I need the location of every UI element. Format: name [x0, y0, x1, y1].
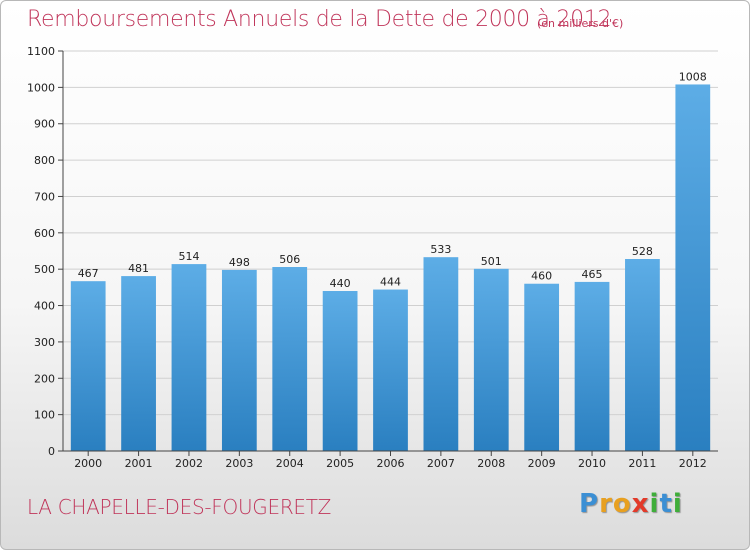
x-tick-label-2008: 2008 — [477, 457, 505, 470]
x-tick-label-2010: 2010 — [578, 457, 606, 470]
data-label-2006: 444 — [380, 276, 401, 289]
bar-2009 — [524, 283, 560, 451]
x-tick-label-2009: 2009 — [528, 457, 556, 470]
chart-title: Remboursements Annuels de la Dette de 20… — [27, 7, 612, 32]
bar-2003 — [221, 269, 257, 451]
data-label-2009: 460 — [531, 270, 552, 283]
bar-2010 — [574, 281, 610, 451]
x-tick-label-2012: 2012 — [679, 457, 707, 470]
x-tick-label-2007: 2007 — [427, 457, 455, 470]
x-tick-label-2005: 2005 — [326, 457, 354, 470]
data-label-2007: 533 — [430, 243, 451, 256]
logo-letter: i — [672, 489, 683, 519]
bar-2006 — [373, 289, 408, 451]
bar-2005 — [322, 291, 358, 451]
x-tick-label-2002: 2002 — [175, 457, 203, 470]
logo-letter: i — [649, 489, 660, 519]
y-tick-label: 200 — [34, 372, 55, 385]
data-label-2001: 481 — [128, 262, 149, 275]
y-tick-label: 1100 — [27, 45, 55, 58]
bar-2002 — [171, 264, 207, 451]
bar-2008 — [473, 268, 509, 451]
y-tick-label: 700 — [34, 190, 55, 203]
data-label-2012: 1008 — [679, 70, 707, 83]
data-label-2003: 498 — [229, 256, 250, 269]
logo-letter: r — [599, 489, 613, 519]
data-label-2005: 440 — [330, 277, 351, 290]
bar-2011 — [625, 259, 660, 451]
data-label-2000: 467 — [78, 267, 99, 280]
logo-letter: t — [659, 489, 673, 519]
bar-2007 — [423, 257, 459, 451]
logo-letter: o — [612, 489, 632, 519]
y-tick-label: 0 — [48, 445, 55, 458]
y-tick-label: 1000 — [27, 81, 55, 94]
chart-subtitle: (en milliers d'€) — [537, 17, 624, 30]
logo-letter: x — [631, 489, 650, 519]
y-tick-label: 500 — [34, 263, 55, 276]
proxiti-logo: Proxiti — [579, 489, 683, 519]
axes: 0 100 200 300 400 500 600 700 800 900 1000 1100 2000… — [27, 45, 718, 470]
bar-2000 — [70, 281, 106, 451]
bar-2004 — [272, 267, 308, 451]
x-tick-label-2003: 2003 — [225, 457, 253, 470]
y-tick-label: 800 — [34, 154, 55, 167]
y-tick-label: 300 — [34, 336, 55, 349]
data-label-2010: 465 — [582, 268, 603, 281]
x-tick-label-2000: 2000 — [74, 457, 102, 470]
y-tick-label: 400 — [34, 300, 55, 313]
data-label-2002: 514 — [178, 250, 199, 263]
x-tick-label-2001: 2001 — [125, 457, 153, 470]
logo-letter: P — [579, 489, 600, 519]
x-tick-label-2004: 2004 — [276, 457, 304, 470]
y-tick-label: 600 — [34, 227, 55, 240]
y-tick-label: 100 — [34, 409, 55, 422]
commune-name: LA CHAPELLE-DES-FOUGERETZ — [27, 495, 332, 519]
data-label-2004: 506 — [279, 253, 300, 266]
data-label-2008: 501 — [481, 255, 502, 268]
y-tick-label: 900 — [34, 118, 55, 131]
bar-2012 — [675, 84, 711, 452]
x-tick-label-2011: 2011 — [628, 457, 656, 470]
data-label-2011: 528 — [632, 245, 653, 258]
bars: 467 481 514 498 506 440 444 533 501 460 465 528 1008 — [70, 70, 711, 452]
x-tick-label-2006: 2006 — [377, 457, 405, 470]
bar-2001 — [121, 276, 156, 451]
